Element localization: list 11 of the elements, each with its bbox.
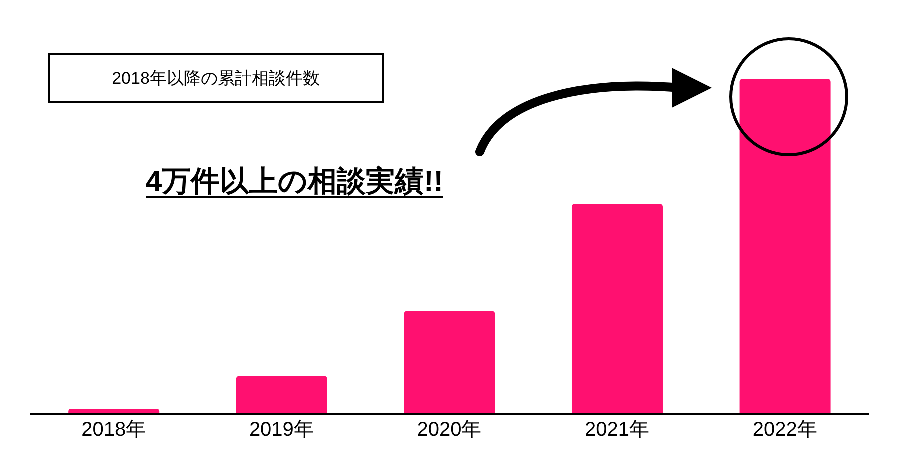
bar: [236, 376, 328, 414]
x-tick-label: 2018年: [82, 419, 146, 442]
x-tick-label: 2019年: [249, 419, 314, 442]
bar: [740, 79, 831, 414]
bar: [572, 204, 663, 414]
chart-title: 2018年以降の累計相談件数: [48, 53, 384, 103]
x-tick-label: 2021年: [585, 419, 650, 442]
x-tick-label: 2022年: [752, 419, 818, 442]
x-tick-label: 2020年: [417, 419, 482, 442]
bar: [404, 311, 496, 414]
annotation: 4万件以上の相談実績!!: [146, 164, 444, 200]
